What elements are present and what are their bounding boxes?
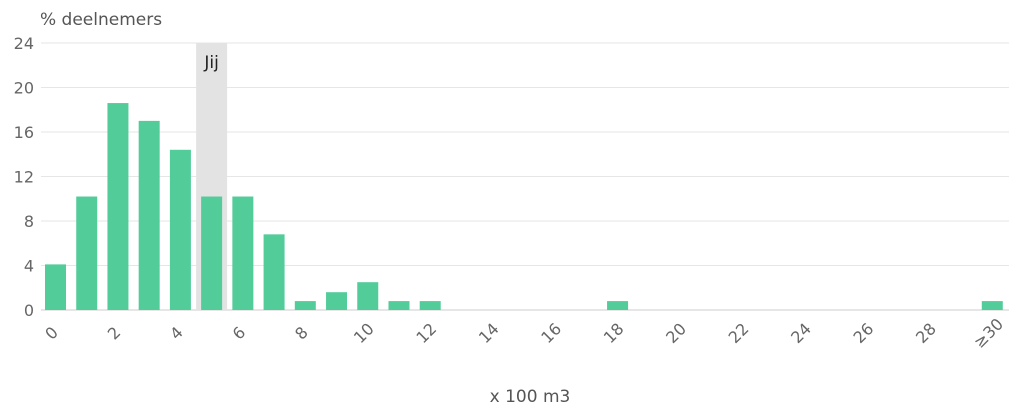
bar-8 xyxy=(294,301,316,310)
bar-3 xyxy=(138,120,160,310)
x-tick-label: 20 xyxy=(662,319,690,347)
x-tick-label: 0 xyxy=(41,323,62,344)
x-tick-label: 4 xyxy=(166,323,187,344)
bar-12 xyxy=(419,301,441,310)
x-tick-label: 24 xyxy=(787,319,815,347)
x-tick-label: 8 xyxy=(291,323,312,344)
bar-4 xyxy=(169,149,191,310)
bar-5 xyxy=(201,196,223,310)
y-tick-label: 16 xyxy=(14,123,34,142)
x-tick-label: 18 xyxy=(600,319,628,347)
bar-6 xyxy=(232,196,254,310)
x-axis-label: x 100 m3 xyxy=(490,387,571,405)
x-tick-label: 10 xyxy=(350,319,378,347)
y-tick-label: 4 xyxy=(24,257,34,276)
y-tick-label: 24 xyxy=(14,34,34,53)
x-tick-label: 16 xyxy=(537,319,565,347)
bar-9 xyxy=(326,292,348,310)
x-tick-label: 26 xyxy=(850,319,878,347)
bars-layer xyxy=(45,103,1003,310)
y-tick-label: 20 xyxy=(14,79,34,98)
x-tick-label: 14 xyxy=(475,319,503,347)
x-tick-label: 28 xyxy=(912,319,940,347)
x-tick-label: 6 xyxy=(229,323,250,344)
y-tick-label: 0 xyxy=(24,301,34,320)
y-tick-label: 12 xyxy=(14,168,34,187)
bar-7 xyxy=(263,234,285,310)
bar-1 xyxy=(76,196,98,310)
highlight-label: Jij xyxy=(203,53,218,73)
bar-2 xyxy=(107,103,129,310)
x-tick-label: 22 xyxy=(725,319,753,347)
x-tick-label: ≥30 xyxy=(970,314,1007,351)
y-tick-label: 8 xyxy=(24,212,34,231)
x-tick-label: 2 xyxy=(104,323,125,344)
bar-18 xyxy=(607,301,629,310)
bar-≥30 xyxy=(981,301,1003,310)
bar-10 xyxy=(357,282,379,310)
x-tick-label: 12 xyxy=(412,319,440,347)
y-axis-label: % deelnemers xyxy=(40,10,162,30)
bar-0 xyxy=(45,264,66,310)
bar-11 xyxy=(388,301,410,310)
